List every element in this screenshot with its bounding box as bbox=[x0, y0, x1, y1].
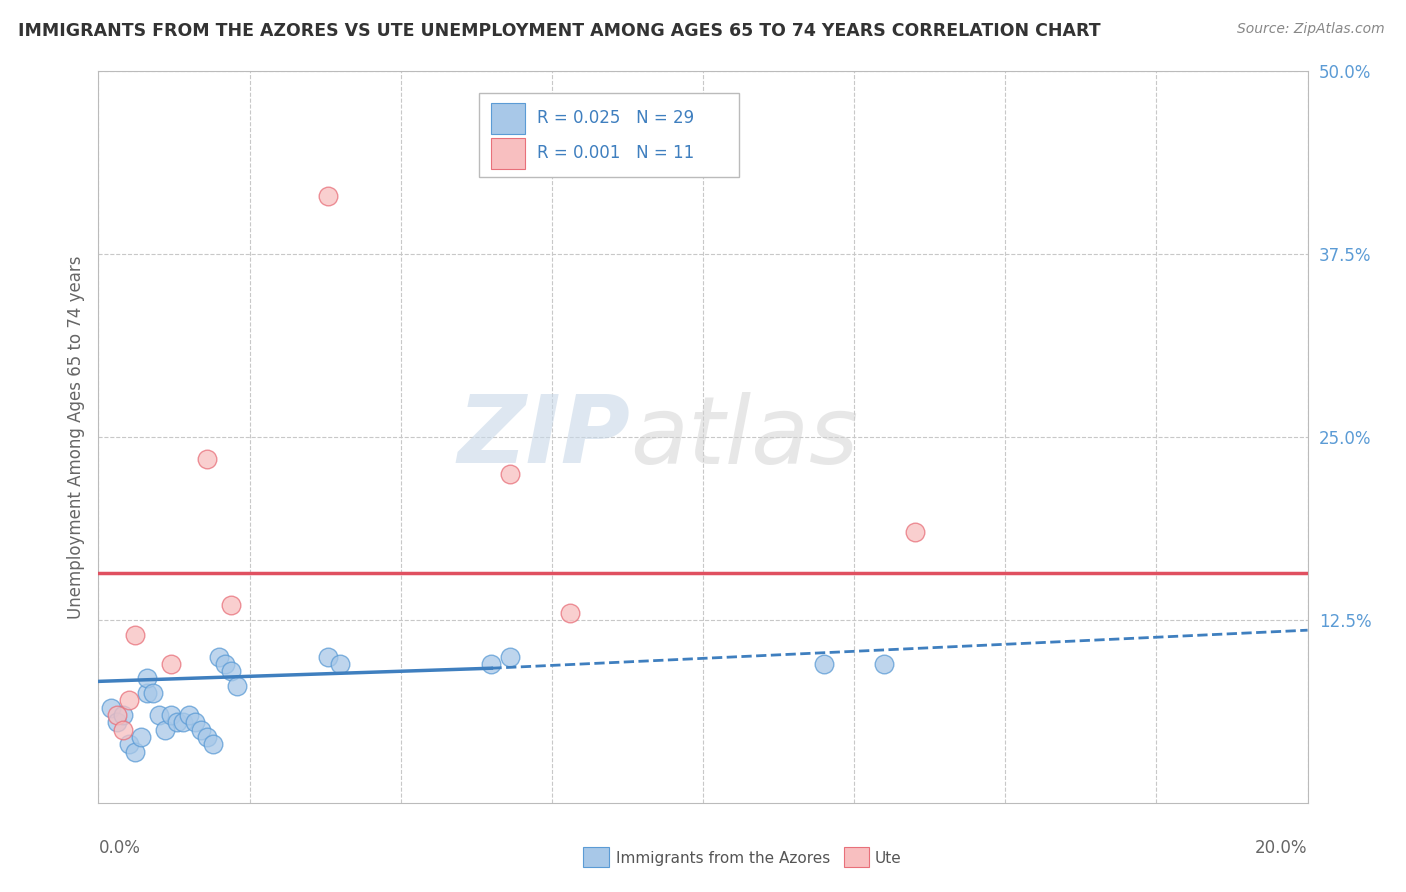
Text: IMMIGRANTS FROM THE AZORES VS UTE UNEMPLOYMENT AMONG AGES 65 TO 74 YEARS CORRELA: IMMIGRANTS FROM THE AZORES VS UTE UNEMPL… bbox=[18, 22, 1101, 40]
Point bbox=[316, 649, 339, 664]
Point bbox=[160, 657, 183, 671]
Point bbox=[124, 745, 146, 759]
Point bbox=[135, 672, 157, 686]
Point bbox=[153, 723, 176, 737]
FancyBboxPatch shape bbox=[479, 94, 740, 178]
Point bbox=[813, 657, 835, 671]
Point bbox=[214, 657, 236, 671]
Point bbox=[105, 708, 128, 723]
Point bbox=[118, 737, 141, 751]
Point bbox=[904, 525, 927, 540]
Point bbox=[208, 649, 231, 664]
Point bbox=[160, 708, 183, 723]
Text: atlas: atlas bbox=[630, 392, 859, 483]
Point bbox=[498, 467, 520, 481]
Point bbox=[100, 700, 122, 714]
Point bbox=[221, 599, 243, 613]
Point bbox=[105, 715, 128, 730]
Point bbox=[329, 657, 352, 671]
Point bbox=[118, 693, 141, 707]
Point bbox=[135, 686, 157, 700]
Point bbox=[190, 723, 212, 737]
Point bbox=[498, 649, 520, 664]
Text: Source: ZipAtlas.com: Source: ZipAtlas.com bbox=[1237, 22, 1385, 37]
Point bbox=[124, 627, 146, 641]
FancyBboxPatch shape bbox=[492, 138, 526, 169]
Y-axis label: Unemployment Among Ages 65 to 74 years: Unemployment Among Ages 65 to 74 years bbox=[66, 255, 84, 619]
Point bbox=[195, 730, 218, 744]
Point bbox=[184, 715, 207, 730]
Point bbox=[111, 723, 134, 737]
Point bbox=[172, 715, 194, 730]
Point bbox=[316, 188, 339, 202]
Point bbox=[873, 657, 896, 671]
Point bbox=[179, 708, 201, 723]
Point bbox=[111, 708, 134, 723]
Point bbox=[481, 657, 503, 671]
Point bbox=[226, 679, 249, 693]
Point bbox=[148, 708, 170, 723]
Text: Ute: Ute bbox=[875, 851, 901, 865]
Text: Immigrants from the Azores: Immigrants from the Azores bbox=[616, 851, 830, 865]
Point bbox=[129, 730, 152, 744]
Text: R = 0.001   N = 11: R = 0.001 N = 11 bbox=[537, 145, 695, 162]
Point bbox=[195, 452, 218, 467]
Point bbox=[221, 664, 243, 678]
Text: 20.0%: 20.0% bbox=[1256, 839, 1308, 857]
Point bbox=[202, 737, 225, 751]
FancyBboxPatch shape bbox=[492, 103, 526, 134]
Text: 0.0%: 0.0% bbox=[98, 839, 141, 857]
Text: ZIP: ZIP bbox=[457, 391, 630, 483]
Point bbox=[558, 606, 581, 620]
Point bbox=[142, 686, 165, 700]
Text: R = 0.025   N = 29: R = 0.025 N = 29 bbox=[537, 109, 695, 128]
Point bbox=[166, 715, 188, 730]
